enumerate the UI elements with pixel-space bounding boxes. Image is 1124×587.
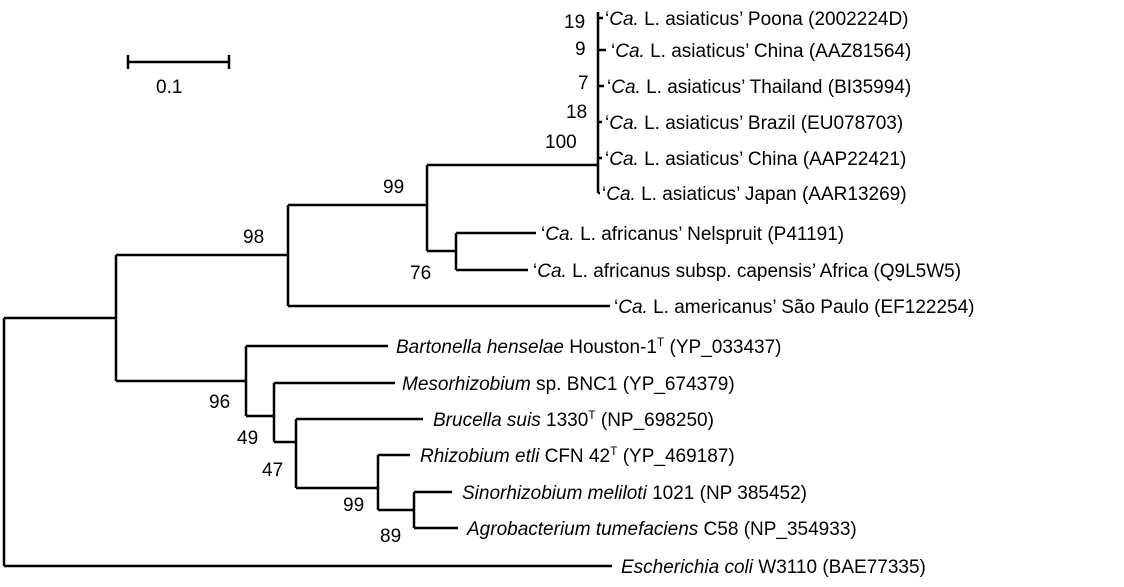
bootstrap-rhizobiales: 96	[209, 392, 230, 413]
leaf-label-mesorhizobium: Mesorhizobium sp. BNC1 (YP_674379)	[402, 374, 735, 395]
bootstrap-china: 9	[575, 39, 586, 60]
branch-brucella-group	[294, 417, 423, 490]
scale-bar-line	[126, 55, 231, 69]
bootstrap-liberibacter-all: 98	[243, 227, 264, 248]
leaf-label-thailand: ‘Ca. L. asiaticus’ Thailand (BI35994)	[607, 77, 911, 98]
leaf-label-rhizobium: Rhizobium etli CFN 42T (YP_469187)	[420, 444, 735, 467]
leaf-label-brazil: ‘Ca. L. asiaticus’ Brazil (EU078703)	[605, 113, 903, 134]
leaf-label-china-aaz81564: ‘Ca. L. asiaticus’ China (AAZ81564)	[611, 41, 911, 62]
branch-asiaticus-clade	[596, 12, 606, 195]
leaf-label-agrobacterium: Agrobacterium tumefaciens C58 (NP_354933…	[466, 519, 857, 540]
leaf-label-capensis: ‘Ca. L. africanus subsp. capensis’ Afric…	[533, 261, 961, 282]
branch-rhizobium-group	[376, 453, 414, 512]
bootstrap-africanus: 76	[410, 263, 431, 284]
scale-bar-label: 0.1	[156, 77, 182, 98]
leaf-label-china-aap22421: ‘Ca. L. asiaticus’ China (AAP22421)	[605, 149, 906, 170]
branch-sino-agro	[412, 490, 458, 530]
leaf-label-japan: ‘Ca. L. asiaticus’ Japan (AAR13269)	[602, 184, 907, 205]
branch-liberibacter	[286, 203, 610, 308]
leaf-labels: ‘Ca. L. asiaticus’ Poona (2002224D) ‘Ca.…	[396, 9, 975, 578]
branch-ingroup	[114, 253, 288, 383]
bootstrap-thailand: 7	[578, 73, 589, 94]
branch-rhizobiales	[244, 344, 388, 418]
bootstrap-asiaticus-clade: 100	[545, 132, 577, 153]
bootstrap-values: 19 9 7 18 100 99 98 76 96 49 47 99 89	[209, 12, 589, 547]
leaf-label-poona: ‘Ca. L. asiaticus’ Poona (2002224D)	[605, 9, 909, 30]
branch-mesorhizobium-group	[272, 381, 395, 444]
bootstrap-rhizobium-group: 99	[343, 495, 364, 516]
leaf-label-bartonella: Bartonella henselae Houston-1T (YP_03343…	[396, 335, 782, 358]
leaf-label-americanus: ‘Ca. L. americanus’ São Paulo (EF122254)	[614, 297, 975, 318]
bootstrap-brazil: 18	[566, 102, 587, 123]
leaf-label-sinorhizobium: Sinorhizobium meliloti 1021 (NP 385452)	[462, 483, 807, 504]
branch-africanus	[454, 231, 536, 272]
leaf-label-ecoli: Escherichia coli W3110 (BAE77335)	[621, 557, 926, 578]
scale-bar: 0.1	[126, 55, 231, 98]
tree-branches	[2, 12, 612, 568]
bootstrap-liberibacter-core: 99	[383, 177, 404, 198]
bootstrap-sino-agro: 89	[380, 526, 401, 547]
leaf-label-brucella: Brucella suis 1330T (NP_698250)	[433, 408, 714, 431]
bootstrap-mesorhizobium-group: 49	[237, 428, 258, 449]
branch-liberibacter-core	[425, 163, 598, 253]
leaf-label-nelspruit: ‘Ca. L. africanus’ Nelspruit (P41191)	[541, 224, 844, 245]
bootstrap-brucella-group: 47	[262, 460, 283, 481]
bootstrap-poona: 19	[564, 12, 585, 33]
branch-root	[2, 316, 612, 568]
